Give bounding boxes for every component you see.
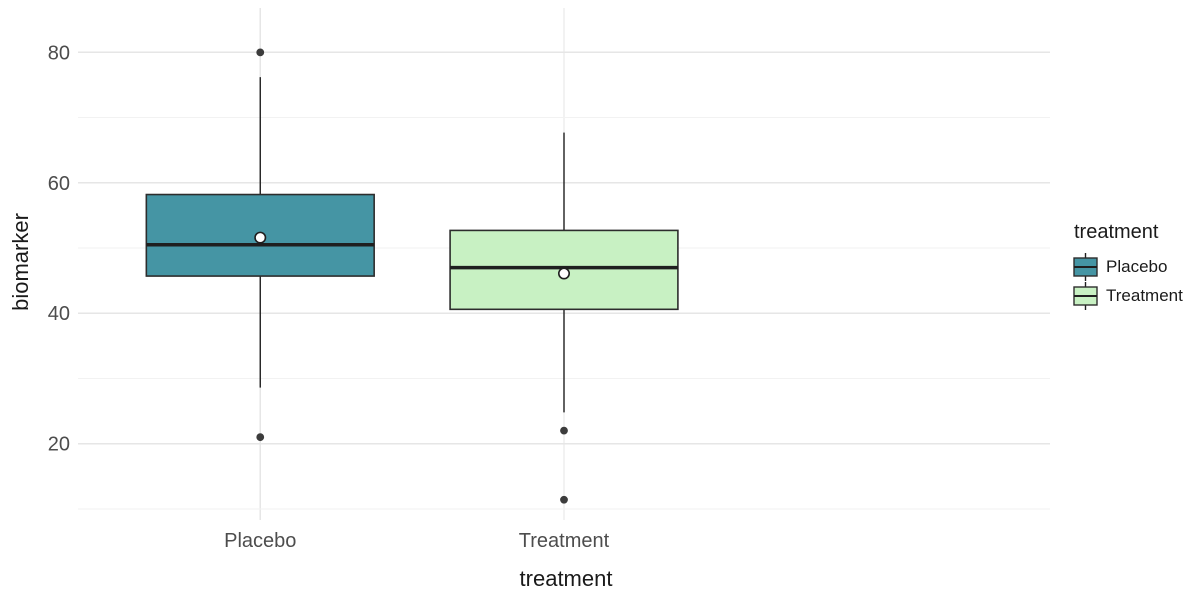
- legend-entry-treatment: Treatment: [1072, 281, 1183, 310]
- boxplot-glyph-icon: [1073, 281, 1098, 310]
- legend-label-placebo: Placebo: [1106, 256, 1168, 276]
- x-axis-title: treatment: [519, 566, 613, 591]
- boxplot-glyph-icon: [1073, 252, 1098, 281]
- x-tick-label: Treatment: [519, 530, 610, 552]
- y-tick-label: 40: [48, 303, 70, 325]
- y-tick-label: 20: [48, 434, 70, 456]
- outlier-point: [560, 426, 568, 435]
- outlier-point: [560, 495, 568, 504]
- legend: treatment Placebo Treatment: [1072, 221, 1183, 310]
- outlier-point: [256, 433, 265, 442]
- legend-title: treatment: [1074, 221, 1159, 243]
- mean-point: [557, 267, 570, 280]
- outlier-point: [256, 48, 265, 57]
- y-axis-title: biomarker: [8, 213, 33, 311]
- legend-entry-placebo: Placebo: [1072, 252, 1183, 281]
- y-tick-label: 80: [48, 42, 70, 64]
- legend-label-treatment: Treatment: [1106, 285, 1183, 305]
- x-tick-label: Placebo: [224, 530, 296, 552]
- y-tick-label: 60: [48, 173, 70, 195]
- mean-point: [254, 231, 267, 244]
